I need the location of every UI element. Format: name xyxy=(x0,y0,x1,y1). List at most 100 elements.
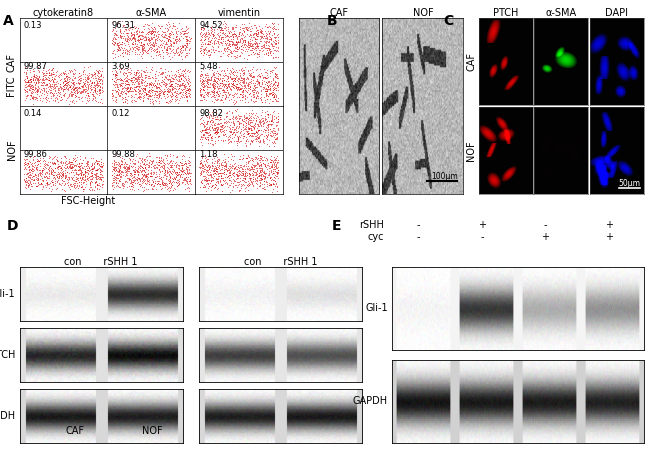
Point xyxy=(268,23,278,30)
Point xyxy=(211,78,222,86)
Point xyxy=(119,182,129,189)
Point xyxy=(118,46,128,53)
Point xyxy=(150,77,161,85)
Point xyxy=(263,32,274,40)
Point xyxy=(131,27,141,35)
Point xyxy=(205,117,216,124)
Point xyxy=(131,45,142,52)
Point xyxy=(248,91,258,98)
Point xyxy=(222,75,233,82)
Point xyxy=(213,24,224,31)
Point xyxy=(172,83,182,90)
Point xyxy=(254,79,265,87)
Point xyxy=(153,159,164,166)
Point xyxy=(23,86,34,94)
Point xyxy=(197,166,207,173)
Point xyxy=(59,177,70,184)
Point xyxy=(183,36,194,44)
Point xyxy=(41,173,51,180)
Point xyxy=(138,171,148,179)
Point xyxy=(223,50,233,57)
Point xyxy=(24,166,34,174)
Point xyxy=(158,89,168,97)
Point xyxy=(198,80,208,88)
Point xyxy=(203,41,213,48)
Point xyxy=(256,33,266,40)
Point xyxy=(223,135,233,142)
Point xyxy=(230,74,240,82)
Point xyxy=(261,31,271,38)
Point xyxy=(95,174,105,181)
Point xyxy=(224,32,235,40)
Point xyxy=(79,80,89,88)
Point xyxy=(134,86,144,94)
Point xyxy=(81,80,92,88)
Point xyxy=(229,81,239,89)
Point xyxy=(238,134,248,142)
Point xyxy=(77,175,87,183)
Point xyxy=(156,82,166,89)
Point xyxy=(91,178,101,186)
Point xyxy=(257,28,267,35)
Point xyxy=(244,133,254,140)
Point xyxy=(140,174,150,181)
Point xyxy=(21,155,32,163)
Point xyxy=(185,180,196,187)
Point xyxy=(111,179,122,186)
Point xyxy=(132,83,142,90)
Point xyxy=(205,133,216,141)
Point xyxy=(244,71,255,78)
Point xyxy=(77,85,88,93)
Point xyxy=(227,24,237,31)
Point xyxy=(222,39,232,47)
Point xyxy=(109,162,119,169)
Point xyxy=(215,26,226,34)
Point xyxy=(228,128,239,136)
Point xyxy=(120,169,130,176)
Point xyxy=(261,126,271,133)
Point xyxy=(209,85,219,93)
Point xyxy=(220,117,231,124)
Point xyxy=(166,41,176,48)
Point xyxy=(203,84,214,91)
Point xyxy=(182,44,192,51)
Point xyxy=(195,159,205,166)
Point xyxy=(251,29,261,36)
Point xyxy=(198,65,208,72)
Point xyxy=(252,124,263,131)
Point xyxy=(196,179,207,186)
Point xyxy=(272,25,283,33)
Point xyxy=(222,117,233,124)
Point xyxy=(216,24,227,31)
Point xyxy=(121,90,131,97)
Point xyxy=(154,159,164,166)
Point xyxy=(248,168,258,175)
Point xyxy=(131,166,141,174)
Point xyxy=(31,164,42,171)
Point xyxy=(164,82,174,89)
Point xyxy=(180,88,190,95)
Point xyxy=(145,75,155,82)
Point xyxy=(197,75,207,83)
Point xyxy=(211,128,221,136)
Point xyxy=(239,168,250,175)
Point xyxy=(248,182,259,189)
Point xyxy=(198,83,208,91)
Point xyxy=(126,25,136,32)
Point xyxy=(35,176,46,183)
Point xyxy=(255,38,265,45)
Point xyxy=(156,173,166,180)
Point xyxy=(150,162,161,169)
Point xyxy=(153,33,163,41)
Point xyxy=(184,33,194,41)
Point xyxy=(271,79,281,86)
Point xyxy=(51,83,61,90)
Point xyxy=(107,168,118,175)
Point xyxy=(244,52,255,59)
Point xyxy=(154,79,164,86)
Point xyxy=(220,158,230,165)
Point xyxy=(132,36,142,43)
Point xyxy=(146,43,156,51)
Point xyxy=(21,79,31,86)
Point xyxy=(68,90,78,97)
